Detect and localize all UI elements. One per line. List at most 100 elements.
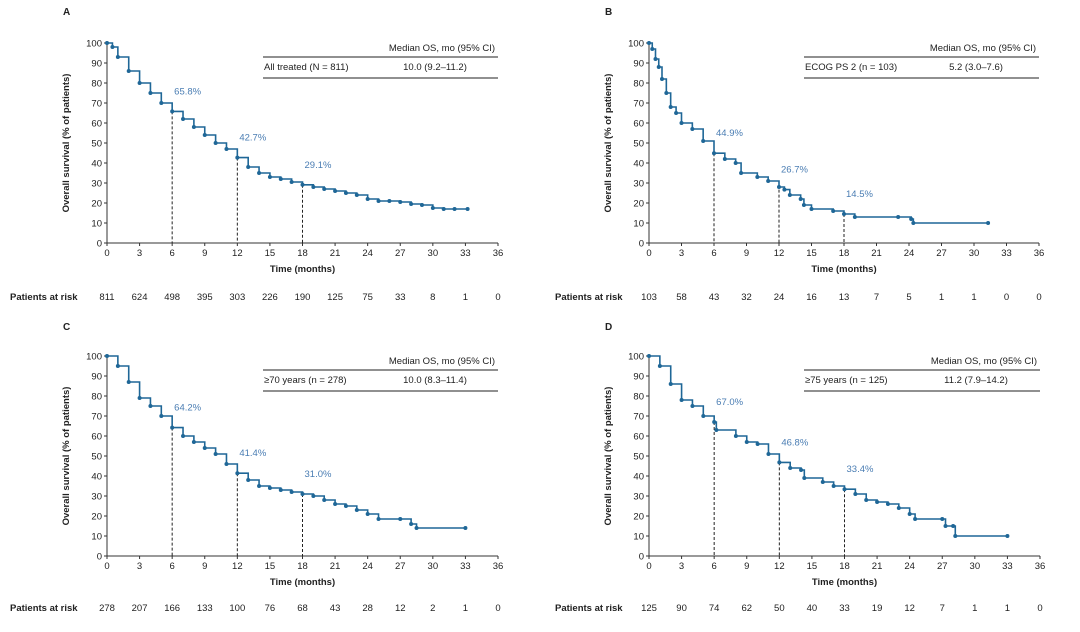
- censor-mark: [782, 187, 787, 192]
- y-tick-label: 100: [628, 352, 644, 363]
- panel-c: C0 3 6 9 12 15 18 21 24 27 30 33 3601020304050607080…: [10, 322, 503, 614]
- y-tick-label: 40: [633, 159, 644, 170]
- risk-count: 303: [229, 292, 245, 303]
- censor-mark: [853, 492, 858, 496]
- panel-label: D: [605, 322, 612, 333]
- censor-mark: [668, 382, 673, 386]
- censor-mark: [463, 526, 468, 530]
- x-axis-title: Time (months): [270, 577, 335, 588]
- risk-count: 40: [807, 603, 818, 614]
- censor-mark: [1005, 534, 1010, 538]
- y-tick-label: 70: [91, 412, 102, 423]
- risk-count: 278: [99, 603, 115, 614]
- risk-count: 74: [709, 603, 720, 614]
- risk-count: 32: [741, 292, 752, 303]
- censor-mark: [322, 187, 327, 191]
- risk-count: 76: [265, 603, 276, 614]
- censor-mark: [744, 440, 749, 444]
- panel-b: B0 3 6 9 12 15 18 21 24 27 30 33 3601020304050607080…: [555, 7, 1044, 303]
- x-tick-label: 21: [330, 248, 341, 259]
- censor-mark: [343, 191, 348, 195]
- y-tick-label: 100: [86, 39, 102, 50]
- table-row-label: All treated (N = 811): [264, 62, 349, 73]
- censor-mark: [896, 215, 901, 219]
- y-tick-label: 50: [633, 139, 644, 150]
- censor-mark: [170, 109, 175, 114]
- censor-mark: [766, 179, 771, 183]
- censor-mark: [430, 206, 435, 210]
- risk-count: 133: [197, 603, 213, 614]
- x-tick-label: 6: [712, 561, 717, 572]
- risk-count: 16: [806, 292, 817, 303]
- censor-mark: [202, 446, 207, 450]
- censor-mark: [191, 125, 196, 129]
- panel-label: B: [605, 7, 612, 18]
- x-tick-label: 0: [646, 561, 651, 572]
- y-tick-label: 80: [633, 79, 644, 90]
- censor-mark: [668, 105, 673, 109]
- x-tick-label: 36: [1035, 561, 1046, 572]
- censor-mark: [257, 171, 262, 175]
- risk-count: 226: [262, 292, 278, 303]
- censor-mark: [465, 207, 470, 211]
- censor-mark: [940, 517, 945, 521]
- x-tick-label: 24: [362, 561, 373, 572]
- x-tick-label: 15: [806, 248, 817, 259]
- risk-count: 12: [904, 603, 915, 614]
- landmark-label: 33.4%: [847, 464, 874, 475]
- landmark-label: 65.8%: [174, 86, 201, 97]
- risk-count: 50: [774, 603, 785, 614]
- censor-mark: [181, 117, 186, 121]
- x-tick-label: 21: [872, 561, 883, 572]
- censor-mark: [788, 466, 793, 470]
- censor-mark: [755, 175, 760, 179]
- y-tick-label: 30: [91, 179, 102, 190]
- censor-mark: [986, 221, 991, 225]
- risk-count: 12: [395, 603, 406, 614]
- risk-count: 166: [164, 603, 180, 614]
- censor-mark: [311, 494, 316, 498]
- x-tick-label: 3: [137, 561, 142, 572]
- censor-mark: [452, 207, 457, 211]
- x-tick-label: 12: [774, 561, 785, 572]
- y-tick-label: 90: [91, 372, 102, 383]
- censor-mark: [246, 165, 251, 169]
- risk-count: 0: [1037, 603, 1042, 614]
- x-tick-label: 30: [428, 561, 439, 572]
- censor-mark: [911, 221, 916, 225]
- table-row-label: ≥75 years (n = 125): [805, 375, 888, 386]
- censor-mark: [733, 434, 738, 438]
- censor-mark: [647, 354, 651, 358]
- risk-count: 2: [430, 603, 435, 614]
- y-tick-label: 90: [633, 59, 644, 70]
- censor-mark: [664, 91, 669, 95]
- censor-mark: [409, 522, 414, 526]
- y-tick-label: 80: [633, 392, 644, 403]
- censor-mark: [354, 508, 359, 512]
- x-tick-label: 0: [646, 248, 651, 259]
- y-tick-label: 40: [91, 472, 102, 483]
- risk-row-label: Patients at risk: [555, 603, 623, 614]
- risk-count: 103: [641, 292, 657, 303]
- censor-mark: [690, 404, 695, 408]
- panel-a: A0 3 6 9 12 15 18 21 24 27 30 33 3601020304050607080…: [10, 7, 503, 303]
- censor-mark: [300, 182, 305, 187]
- censor-mark: [739, 171, 744, 175]
- censor-mark: [105, 41, 109, 45]
- y-axis-title: Overall survival (% of patients): [61, 387, 72, 526]
- risk-count: 5: [906, 292, 911, 303]
- censor-mark: [419, 203, 424, 207]
- risk-row-label: Patients at risk: [10, 603, 78, 614]
- censor-mark: [224, 147, 229, 151]
- table-row-value: 10.0 (8.3–11.4): [403, 375, 467, 386]
- x-tick-label: 27: [937, 561, 948, 572]
- y-tick-label: 30: [633, 179, 644, 190]
- censor-mark: [354, 193, 359, 197]
- censor-mark: [213, 141, 218, 145]
- censor-mark: [213, 452, 218, 456]
- censor-mark: [441, 207, 446, 211]
- x-tick-label: 9: [202, 561, 207, 572]
- censor-mark: [365, 512, 370, 516]
- censor-mark: [278, 488, 283, 492]
- x-tick-label: 18: [297, 561, 308, 572]
